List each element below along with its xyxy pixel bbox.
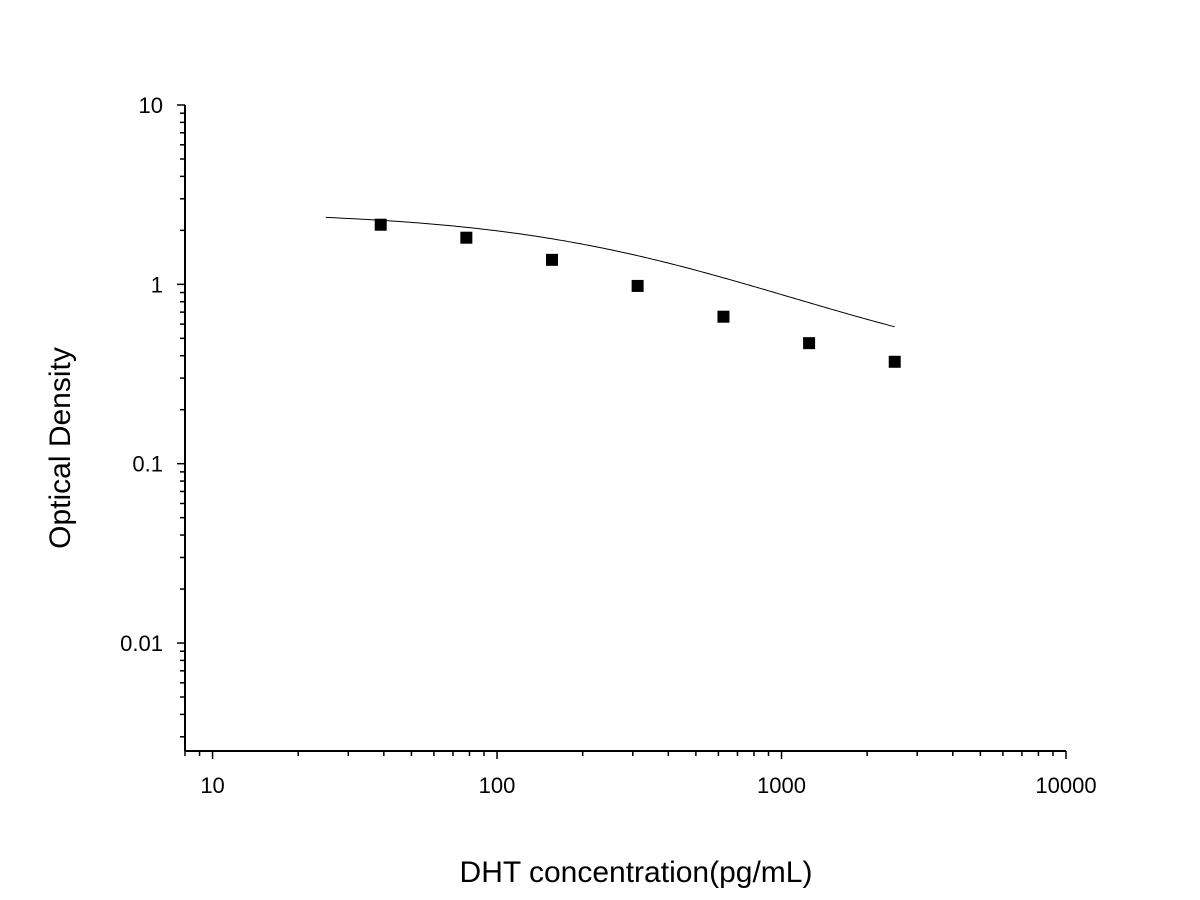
y-tick-label: 10 — [139, 93, 163, 118]
x-axis-title: DHT concentration(pg/mL) — [460, 856, 813, 889]
data-point — [888, 355, 901, 368]
data-point — [374, 218, 387, 231]
data-point — [545, 253, 558, 266]
y-tick-label: 0.1 — [132, 452, 163, 477]
y-axis-title: Optical Density — [44, 347, 77, 549]
y-tick-label: 1 — [151, 272, 163, 297]
x-axis-ticks: 10 100 1000 10000 — [184, 751, 1097, 798]
data-point — [717, 310, 730, 323]
x-tick-label: 10 — [200, 773, 224, 798]
data-point — [803, 337, 816, 350]
fit-curve — [325, 216, 895, 328]
x-tick-label: 1000 — [757, 773, 806, 798]
x-tick-label: 10000 — [1035, 773, 1096, 798]
axes — [184, 105, 1066, 752]
y-axis-ticks: 0.01 0.1 1 10 — [120, 93, 185, 738]
data-point — [631, 279, 644, 292]
data-point — [460, 231, 473, 244]
data-points — [374, 218, 901, 368]
x-tick-label: 100 — [479, 773, 516, 798]
y-tick-label: 0.01 — [120, 631, 163, 656]
